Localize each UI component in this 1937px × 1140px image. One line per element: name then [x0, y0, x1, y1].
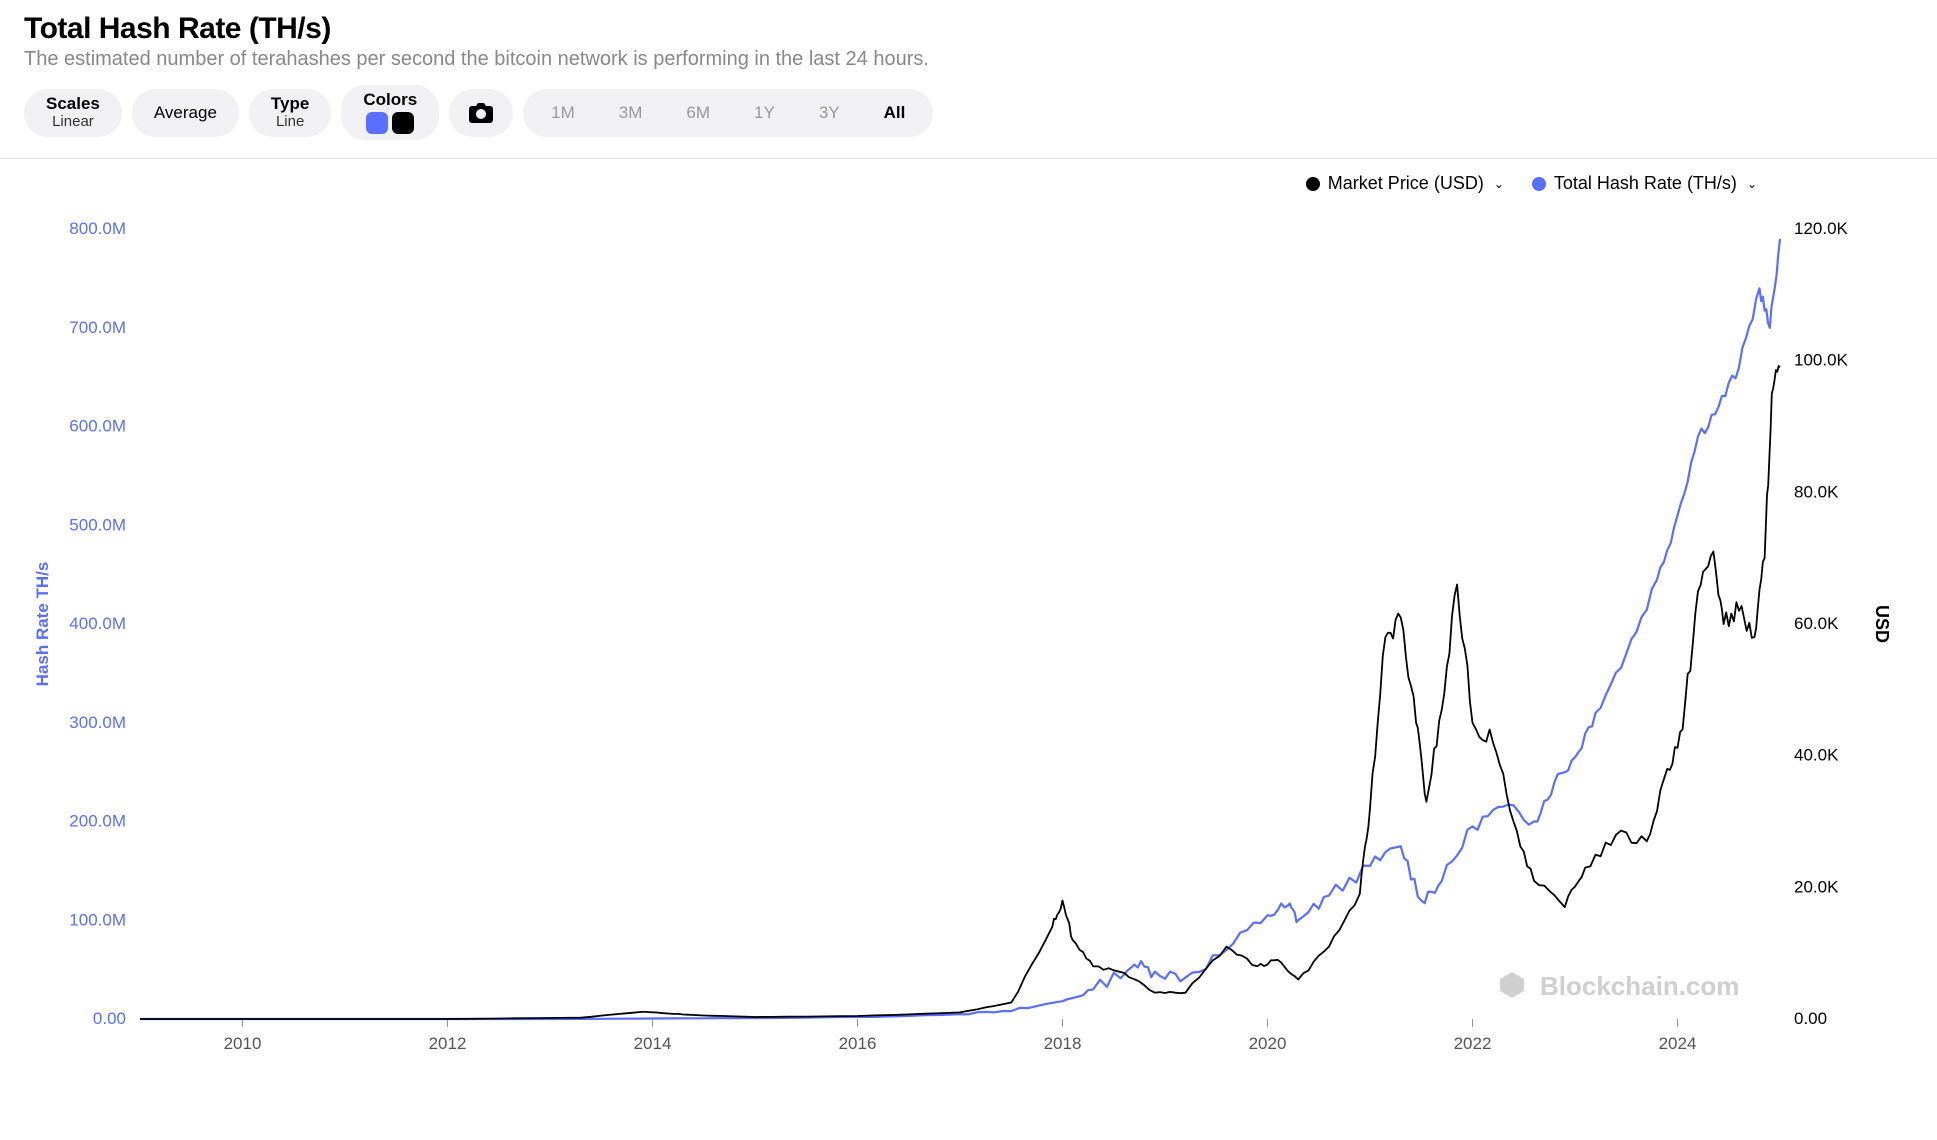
range-option-3y[interactable]: 3Y: [797, 93, 862, 133]
y-left-tick: 200.0M: [69, 812, 126, 831]
page-title: Total Hash Rate (TH/s): [24, 12, 1913, 46]
y-right-tick: 40.0K: [1794, 746, 1839, 765]
y-left-tick: 100.0M: [69, 910, 126, 929]
x-tick-label: 2022: [1454, 1034, 1492, 1053]
legend-dot: [1306, 177, 1320, 191]
y-right-tick: 60.0K: [1794, 614, 1839, 633]
legend-item[interactable]: Total Hash Rate (TH/s) ⌄: [1532, 173, 1757, 194]
x-tick-label: 2016: [839, 1034, 877, 1053]
y-right-axis-label: USD: [1872, 605, 1892, 643]
chevron-down-icon: ⌄: [1747, 177, 1757, 191]
chart-legend: Market Price (USD)⌄Total Hash Rate (TH/s…: [1306, 173, 1757, 194]
y-right-tick: 120.0K: [1794, 219, 1849, 238]
page-subtitle: The estimated number of terahashes per s…: [24, 48, 1913, 71]
chart-toolbar: Scales Linear Average Type Line Colors 1…: [24, 85, 1913, 140]
y-left-tick: 300.0M: [69, 713, 126, 732]
series-line: [140, 239, 1780, 1019]
time-range-selector: 1M3M6M1Y3YAll: [523, 89, 933, 137]
x-tick-label: 2014: [634, 1034, 672, 1053]
type-value: Line: [276, 114, 304, 131]
color-swatch: [366, 112, 388, 134]
y-right-tick: 0.00: [1794, 1009, 1827, 1028]
legend-label: Total Hash Rate (TH/s): [1554, 173, 1737, 194]
legend-item[interactable]: Market Price (USD) ⌄: [1306, 173, 1504, 194]
y-left-tick: 600.0M: [69, 417, 126, 436]
y-left-tick: 0.00: [93, 1009, 126, 1028]
y-left-tick: 400.0M: [69, 614, 126, 633]
color-swatch: [392, 112, 414, 134]
range-option-all[interactable]: All: [862, 93, 928, 133]
x-tick-label: 2024: [1659, 1034, 1697, 1053]
scales-value: Linear: [52, 114, 94, 131]
camera-icon: [469, 103, 493, 123]
legend-label: Market Price (USD): [1328, 173, 1484, 194]
chart-container: Market Price (USD)⌄Total Hash Rate (TH/s…: [0, 159, 1937, 1129]
line-chart: 0.00 100.0M 200.0M 300.0M 400.0M 500.0M 600.0M…: [20, 179, 1900, 1109]
scales-selector[interactable]: Scales Linear: [24, 89, 122, 137]
range-option-1m[interactable]: 1M: [529, 93, 597, 133]
x-tick-label: 2020: [1249, 1034, 1287, 1053]
watermark-text: Blockchain.com: [1540, 971, 1739, 1001]
color-swatches: [366, 112, 414, 134]
x-tick-label: 2012: [429, 1034, 467, 1053]
y-left-tick: 500.0M: [69, 515, 126, 534]
average-selector[interactable]: Average: [132, 89, 239, 137]
y-right-tick: 80.0K: [1794, 482, 1839, 501]
colors-selector[interactable]: Colors: [341, 85, 439, 140]
y-left-axis-label: Hash Rate TH/s: [33, 562, 52, 687]
range-option-1y[interactable]: 1Y: [732, 93, 797, 133]
chevron-down-icon: ⌄: [1494, 177, 1504, 191]
screenshot-button[interactable]: [449, 89, 513, 137]
type-label: Type: [271, 95, 309, 112]
y-left-tick: 800.0M: [69, 219, 126, 238]
watermark: Blockchain.com: [1500, 971, 1739, 1001]
average-label: Average: [154, 104, 217, 121]
y-right-tick: 100.0K: [1794, 351, 1849, 370]
range-option-6m[interactable]: 6M: [664, 93, 732, 133]
type-selector[interactable]: Type Line: [249, 89, 331, 137]
series-line: [140, 366, 1780, 1019]
y-right-tick: 20.0K: [1794, 877, 1839, 896]
scales-label: Scales: [46, 95, 100, 112]
colors-label: Colors: [363, 91, 417, 108]
y-left-tick: 700.0M: [69, 318, 126, 337]
range-option-3m[interactable]: 3M: [597, 93, 665, 133]
x-tick-label: 2018: [1044, 1034, 1082, 1053]
x-tick-label: 2010: [224, 1034, 262, 1053]
chart-header: Total Hash Rate (TH/s) The estimated num…: [0, 0, 1937, 159]
legend-dot: [1532, 177, 1546, 191]
watermark-icon: [1500, 972, 1524, 998]
